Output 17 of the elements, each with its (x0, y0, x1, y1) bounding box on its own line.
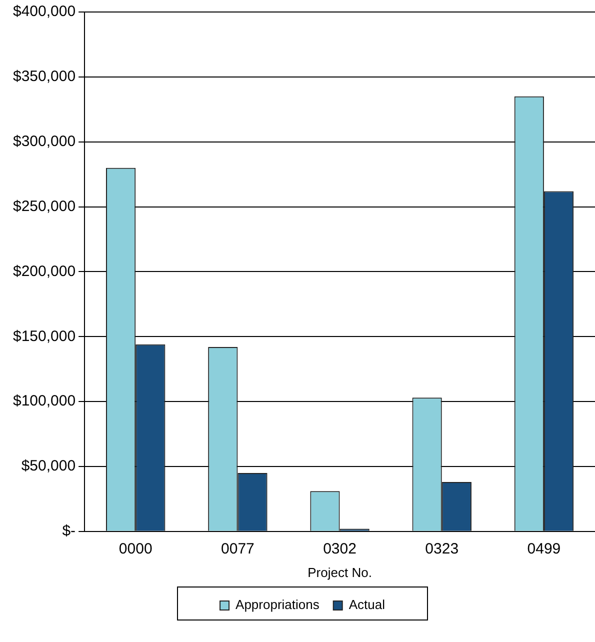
x-tick-label: 0323 (425, 540, 459, 558)
y-tick-label: $300,000 (12, 132, 76, 150)
x-tick-label: 0077 (221, 540, 254, 558)
x-tick-label: 0302 (323, 540, 356, 558)
y-tick-label: $50,000 (21, 458, 76, 475)
y-tick-label: $200,000 (12, 262, 76, 280)
y-tick-label: $350,000 (12, 68, 76, 86)
x-axis-title: Project No. (308, 564, 372, 580)
y-tick-label: $400,000 (12, 3, 76, 20)
x-tick-label: 0499 (527, 540, 561, 558)
y-tick-label: $150,000 (12, 328, 76, 345)
legend-label: Actual (348, 597, 386, 612)
y-tick-label: $250,000 (12, 198, 76, 215)
x-tick-label: 0000 (118, 540, 152, 558)
y-tick-label: $- (62, 522, 76, 540)
legend-label: Appropriations (236, 597, 320, 612)
y-tick-label: $100,000 (12, 392, 76, 410)
